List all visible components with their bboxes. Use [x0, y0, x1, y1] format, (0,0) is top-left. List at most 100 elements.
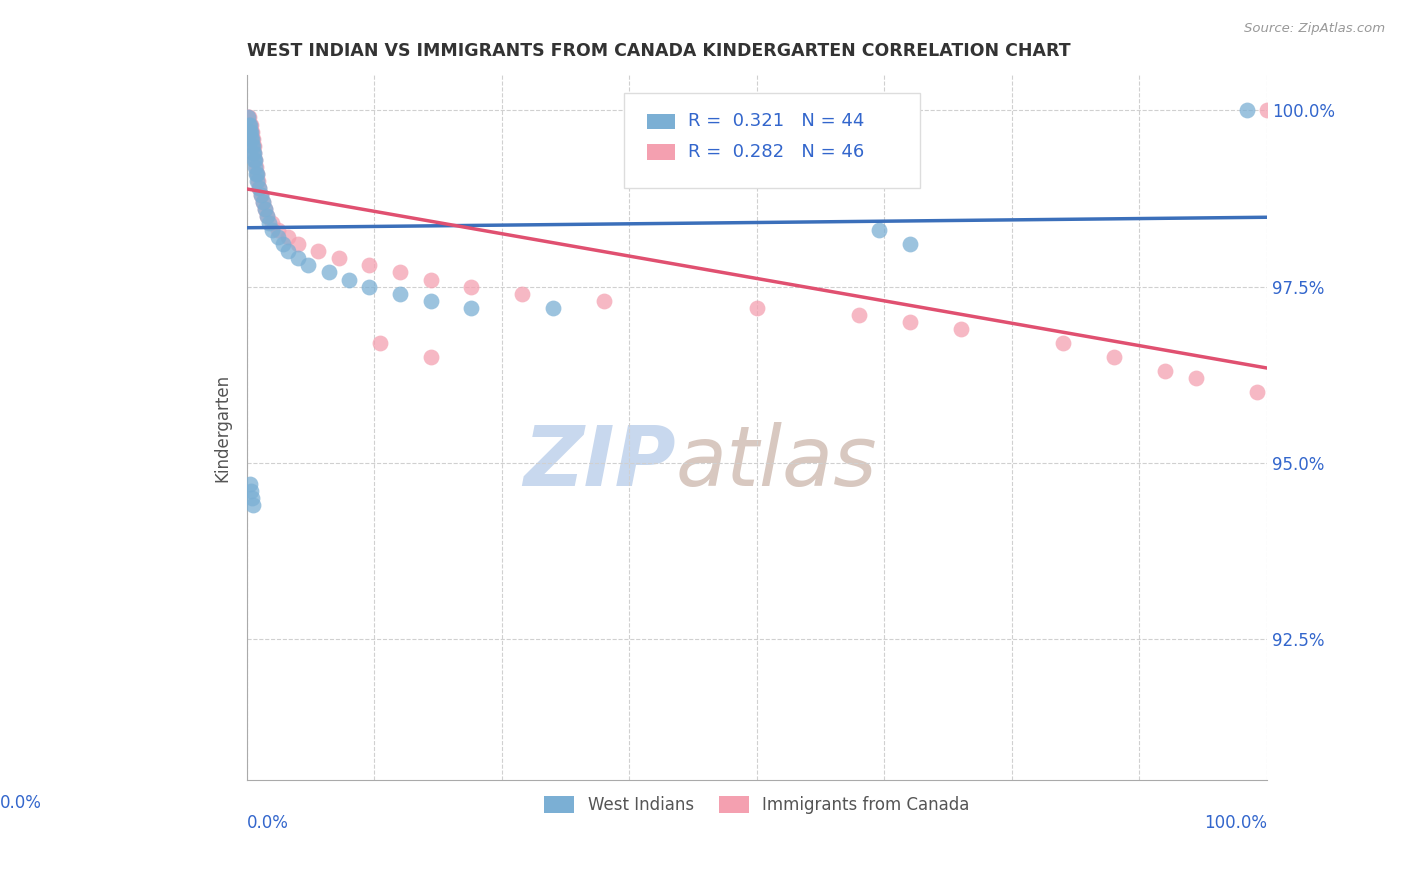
West Indians — [259, 216, 281, 230]
Immigrants from Canada — [1102, 350, 1125, 364]
Immigrants from Canada — [512, 286, 534, 301]
West Indians — [250, 188, 273, 202]
Text: WEST INDIAN VS IMMIGRANTS FROM CANADA KINDERGARTEN CORRELATION CHART: WEST INDIAN VS IMMIGRANTS FROM CANADA KI… — [247, 42, 1070, 60]
Immigrants from Canada — [246, 167, 269, 181]
Immigrants from Canada — [239, 118, 262, 132]
West Indians — [239, 476, 262, 491]
Text: 0.0%: 0.0% — [0, 794, 42, 812]
West Indians — [252, 194, 274, 209]
West Indians — [898, 237, 921, 252]
Immigrants from Canada — [238, 118, 260, 132]
Immigrants from Canada — [593, 293, 616, 308]
Immigrants from Canada — [898, 315, 921, 329]
West Indians — [240, 483, 263, 498]
West Indians — [287, 252, 309, 266]
West Indians — [337, 272, 360, 286]
West Indians — [242, 145, 264, 160]
West Indians — [242, 138, 264, 153]
West Indians — [240, 138, 263, 153]
West Indians — [243, 153, 266, 167]
Text: ZIP: ZIP — [523, 422, 675, 503]
Immigrants from Canada — [240, 124, 263, 138]
Immigrants from Canada — [949, 322, 972, 336]
West Indians — [359, 279, 381, 293]
Text: 100.0%: 100.0% — [1204, 814, 1267, 832]
Bar — [647, 114, 675, 129]
Immigrants from Canada — [388, 265, 411, 279]
West Indians — [238, 124, 260, 138]
Immigrants from Canada — [243, 153, 266, 167]
Immigrants from Canada — [1246, 385, 1268, 400]
West Indians — [271, 237, 294, 252]
Text: Source: ZipAtlas.com: Source: ZipAtlas.com — [1244, 22, 1385, 36]
West Indians — [243, 145, 266, 160]
Immigrants from Canada — [243, 145, 266, 160]
Immigrants from Canada — [252, 194, 274, 209]
West Indians — [460, 301, 482, 315]
West Indians — [246, 174, 269, 188]
West Indians — [242, 498, 264, 512]
Immigrants from Canada — [254, 202, 277, 216]
Y-axis label: Kindergarten: Kindergarten — [214, 374, 231, 482]
West Indians — [297, 259, 319, 273]
Immigrants from Canada — [262, 216, 284, 230]
Legend: West Indians, Immigrants from Canada: West Indians, Immigrants from Canada — [537, 789, 976, 821]
Text: R =  0.282   N = 46: R = 0.282 N = 46 — [688, 143, 863, 161]
West Indians — [239, 118, 262, 132]
West Indians — [388, 286, 411, 301]
West Indians — [240, 131, 263, 145]
West Indians — [318, 265, 340, 279]
Text: R =  0.321   N = 44: R = 0.321 N = 44 — [688, 112, 863, 130]
Bar — [647, 145, 675, 160]
Immigrants from Canada — [243, 138, 266, 153]
West Indians — [243, 160, 266, 174]
West Indians — [256, 209, 278, 223]
Immigrants from Canada — [277, 230, 299, 244]
Immigrants from Canada — [245, 160, 267, 174]
West Indians — [238, 118, 260, 132]
Text: 0.0%: 0.0% — [247, 814, 288, 832]
Immigrants from Canada — [238, 111, 260, 125]
Immigrants from Canada — [460, 279, 482, 293]
Immigrants from Canada — [247, 181, 270, 195]
Immigrants from Canada — [242, 138, 264, 153]
Immigrants from Canada — [419, 272, 441, 286]
Immigrants from Canada — [1052, 335, 1074, 350]
Immigrants from Canada — [368, 335, 391, 350]
West Indians — [239, 124, 262, 138]
West Indians — [245, 167, 267, 181]
Immigrants from Canada — [242, 131, 264, 145]
West Indians — [240, 131, 263, 145]
Immigrants from Canada — [240, 131, 263, 145]
Immigrants from Canada — [239, 124, 262, 138]
Immigrants from Canada — [1184, 371, 1206, 385]
West Indians — [247, 181, 270, 195]
West Indians — [240, 124, 263, 138]
Text: atlas: atlas — [675, 422, 877, 503]
Immigrants from Canada — [236, 111, 259, 125]
Immigrants from Canada — [1256, 103, 1278, 118]
Immigrants from Canada — [307, 244, 329, 259]
West Indians — [1236, 103, 1258, 118]
West Indians — [246, 167, 269, 181]
West Indians — [541, 301, 564, 315]
Immigrants from Canada — [247, 174, 270, 188]
Immigrants from Canada — [240, 124, 263, 138]
West Indians — [243, 153, 266, 167]
Immigrants from Canada — [256, 209, 278, 223]
Immigrants from Canada — [328, 252, 350, 266]
Immigrants from Canada — [250, 188, 273, 202]
Immigrants from Canada — [287, 237, 309, 252]
Immigrants from Canada — [359, 259, 381, 273]
Immigrants from Canada — [848, 308, 870, 322]
Immigrants from Canada — [266, 223, 288, 237]
West Indians — [868, 223, 890, 237]
West Indians — [419, 293, 441, 308]
West Indians — [262, 223, 284, 237]
Immigrants from Canada — [419, 350, 441, 364]
Immigrants from Canada — [1154, 364, 1177, 378]
Immigrants from Canada — [240, 118, 263, 132]
West Indians — [240, 491, 263, 505]
West Indians — [236, 111, 259, 125]
West Indians — [266, 230, 288, 244]
